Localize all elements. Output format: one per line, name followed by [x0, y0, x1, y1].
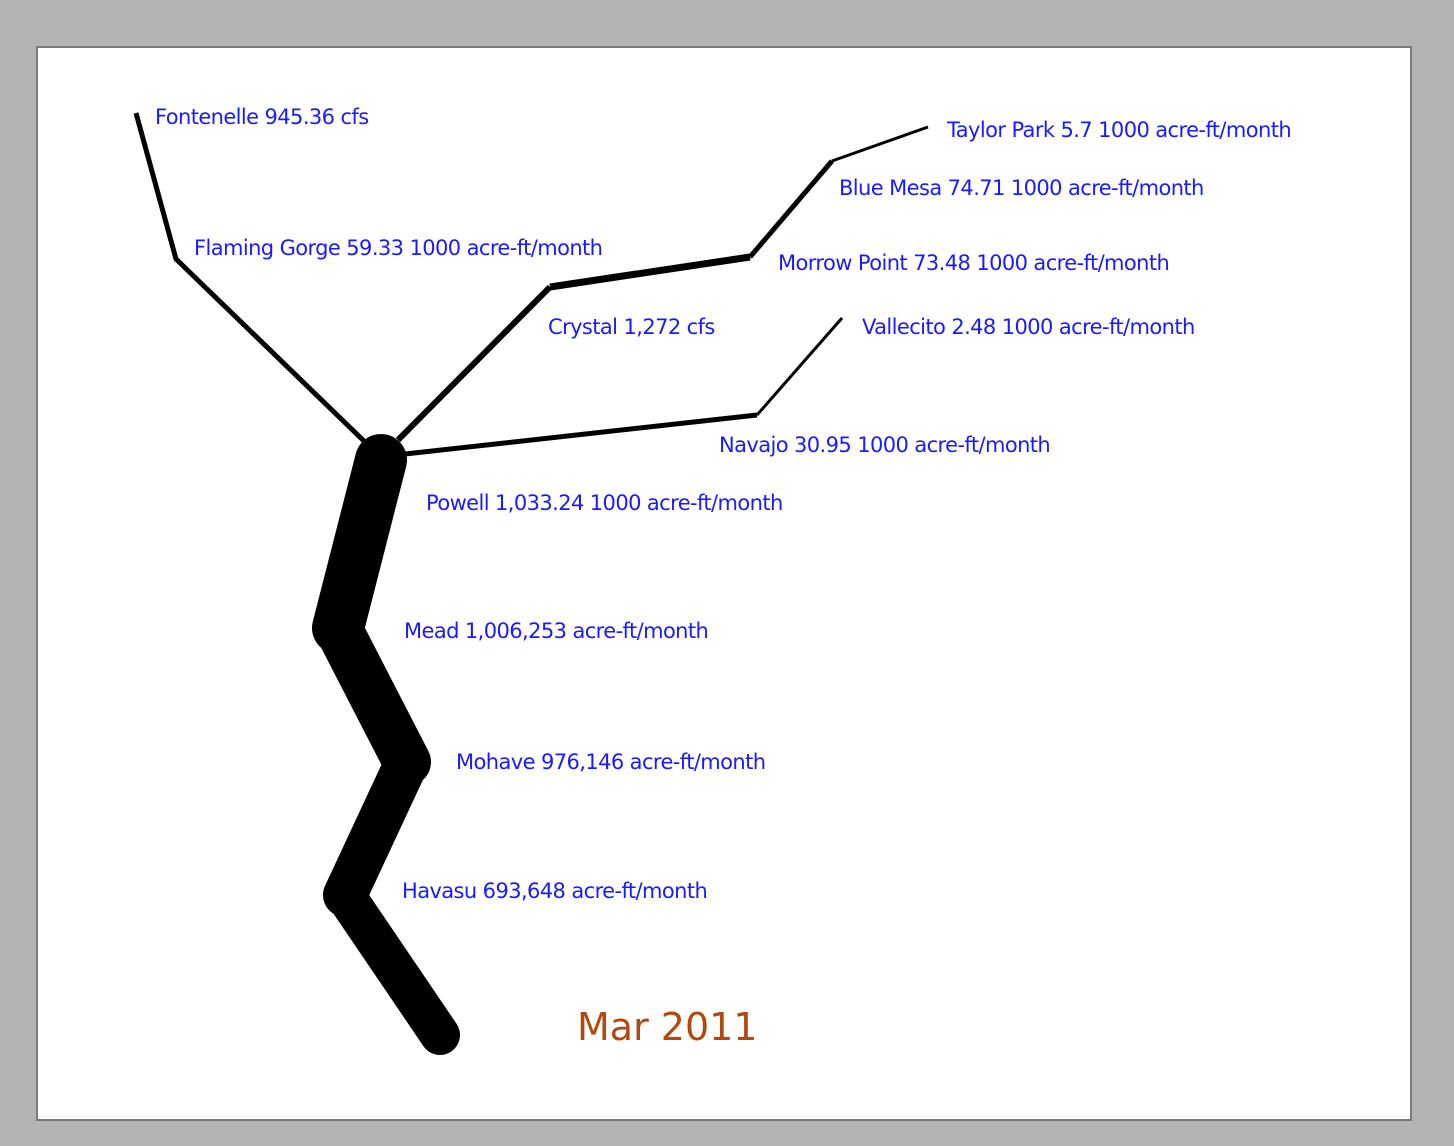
trunk-havasu-outflow: [325, 875, 460, 1055]
trunk-mohave-havasu: [323, 740, 429, 917]
gunnison-segment-morrow: [549, 253, 751, 291]
label-taylor-park: Taylor Park 5.7 1000 acre-ft/month: [946, 118, 1291, 142]
green-river-segment: [133, 112, 367, 444]
san-juan-segment-navajo: [404, 412, 758, 457]
label-havasu: Havasu 693,648 acre-ft/month: [402, 879, 707, 903]
gunnison-segment-bluemesa: [748, 159, 834, 259]
trunk-powell-mead: [312, 434, 407, 654]
gunnison-segment-crystal: [395, 284, 553, 443]
label-mohave: Mohave 976,146 acre-ft/month: [456, 750, 765, 774]
label-crystal: Crystal 1,272 cfs: [548, 315, 715, 339]
label-vallecito: Vallecito 2.48 1000 acre-ft/month: [862, 315, 1195, 339]
label-mead: Mead 1,006,253 acre-ft/month: [404, 619, 708, 643]
label-powell: Powell 1,033.24 1000 acre-ft/month: [426, 491, 783, 515]
label-fontenelle: Fontenelle 945.36 cfs: [155, 105, 369, 129]
label-navajo: Navajo 30.95 1000 acre-ft/month: [719, 433, 1050, 457]
label-morrow-point: Morrow Point 73.48 1000 acre-ft/month: [778, 251, 1169, 275]
trunk-mead-mohave: [314, 604, 431, 786]
label-flaming-gorge: Flaming Gorge 59.33 1000 acre-ft/month: [194, 236, 602, 260]
diagram-panel: [36, 46, 1412, 1121]
date-label: Mar 2011: [577, 1005, 757, 1049]
label-blue-mesa: Blue Mesa 74.71 1000 acre-ft/month: [839, 176, 1204, 200]
gunnison-segment-taylor: [831, 125, 929, 163]
san-juan-segment-vallecito: [755, 317, 844, 416]
